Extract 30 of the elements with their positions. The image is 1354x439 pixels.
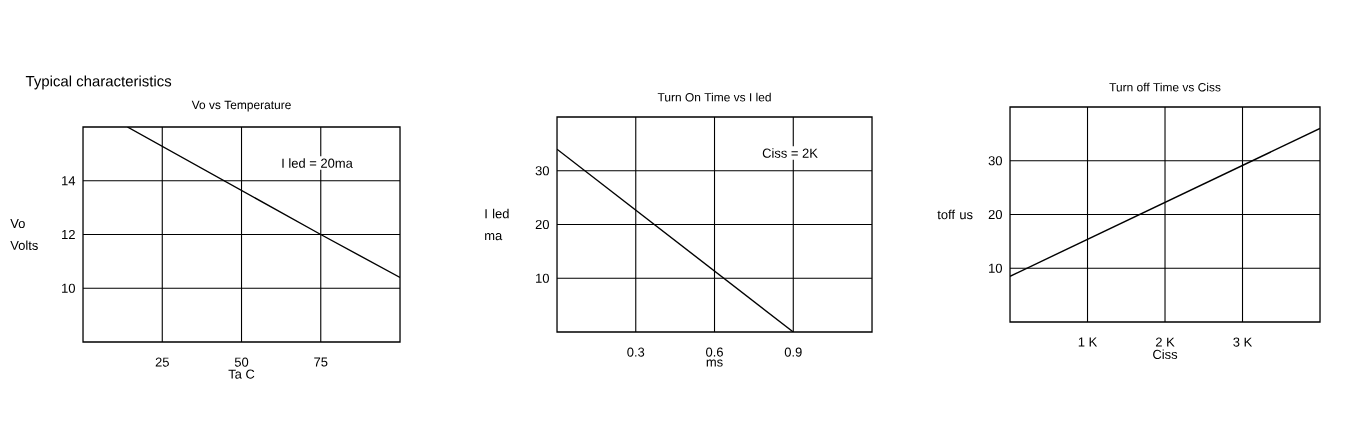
x-tick-label: 0.9: [784, 347, 802, 357]
y-tick-label: 30: [988, 156, 1002, 166]
chart-title: Turn On Time vs I led: [657, 92, 771, 102]
x-tick-label: 3 K: [1233, 337, 1253, 347]
text: Typical characteristics: [25, 75, 172, 90]
y-tick-label: 14: [62, 176, 76, 186]
x-tick-label: 75: [314, 357, 328, 367]
annotation: Ciss = 2K: [762, 148, 818, 158]
y-axis-title: I led ma: [485, 208, 509, 241]
y-tick-label: 10: [62, 283, 75, 293]
x-tick-label: 50: [234, 357, 249, 367]
x-tick-label: 0.6: [706, 347, 723, 357]
x-axis-title: Ciss: [1153, 349, 1178, 360]
y-axis-title: toff us: [937, 209, 973, 220]
chart-title: Vo vs Temperature: [191, 100, 291, 112]
y-tick-label: 20: [988, 209, 1002, 220]
x-tick-label: 1 K: [1078, 337, 1098, 347]
x-axis-title: ms: [706, 359, 723, 367]
y-tick-label: 12: [62, 229, 75, 240]
x-tick-label: 0.3: [627, 347, 645, 357]
y-axis-title: Vo Volts: [10, 219, 38, 250]
y-tick-label: 30: [535, 166, 549, 176]
x-tick-label: 25: [155, 357, 169, 367]
y-tick-label: 20: [535, 219, 549, 230]
y-tick-label: 10: [989, 263, 1002, 273]
x-axis-title: Ta C: [228, 369, 255, 379]
x-tick-label: 2 K: [1155, 337, 1175, 347]
annotation: I led = 20ma: [282, 158, 353, 168]
chart-title: Turn off Time vs Ciss: [1109, 82, 1221, 92]
y-tick-label: 10: [536, 273, 549, 283]
